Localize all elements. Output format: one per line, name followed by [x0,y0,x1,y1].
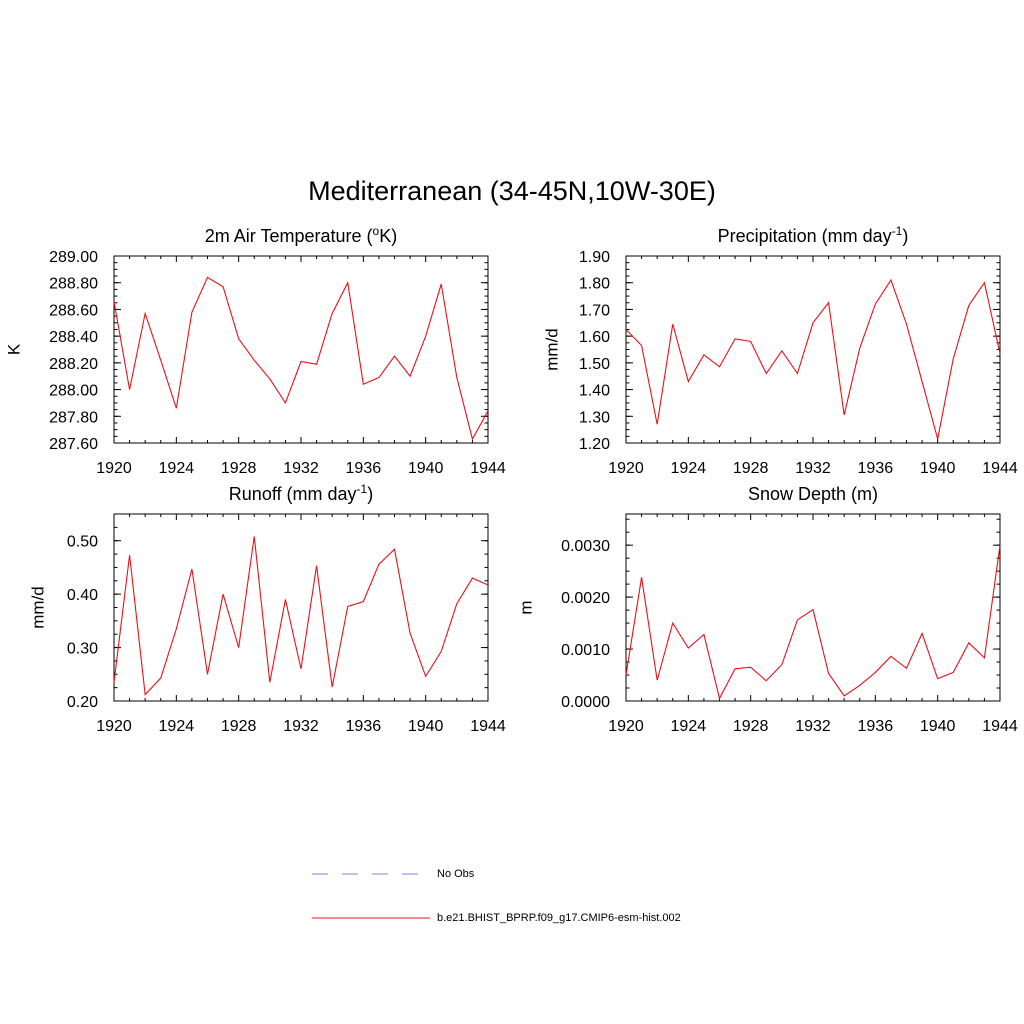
x-tick-label-snow-depth: 1944 [982,718,1018,735]
x-tick-label-air-temperature: 1928 [221,460,257,477]
y-tick-label-snow-depth: 0.0010 [561,642,610,659]
x-tick-label-precipitation: 1928 [733,460,769,477]
y-tick-label-precipitation: 1.40 [579,383,610,400]
y-tick-label-precipitation: 1.30 [579,409,610,426]
y-tick-label-snow-depth: 0.0030 [561,538,610,555]
x-tick-label-precipitation: 1920 [608,460,644,477]
y-tick-label-snow-depth: 0.0020 [561,590,610,607]
y-tick-label-air-temperature: 287.80 [49,409,98,426]
x-tick-label-air-temperature: 1920 [96,460,132,477]
x-tick-label-snow-depth: 1928 [733,718,769,735]
y-tick-label-air-temperature: 288.60 [49,302,98,319]
x-tick-label-snow-depth: 1920 [608,718,644,735]
y-tick-label-air-temperature: 288.40 [49,329,98,346]
legend-label-no-obs: No Obs [437,868,475,880]
y-tick-label-precipitation: 1.60 [579,329,610,346]
panel-title-precipitation: Precipitation (mm day-1) [718,224,909,246]
y-tick-label-precipitation: 1.90 [579,249,610,266]
y-tick-label-air-temperature: 288.00 [49,383,98,400]
panel-air-temperature: 1920 1924 1928 1932 1936 1940 1944 287.60 287.80… [5,224,506,477]
x-tick-label-runoff: 1940 [408,718,444,735]
plot-frame-air-temperature [113,255,489,444]
y-tick-label-runoff: 0.20 [67,694,98,711]
y-tick-label-precipitation: 1.50 [579,356,610,373]
x-tick-label-precipitation: 1936 [858,460,894,477]
x-tick-label-air-temperature: 1940 [408,460,444,477]
series-line-snow-depth [625,545,1001,700]
x-tick-label-precipitation: 1944 [982,460,1018,477]
x-tick-label-precipitation: 1924 [671,460,707,477]
x-tick-label-snow-depth: 1932 [795,718,831,735]
y-axis-label-runoff: mm/d [29,586,48,629]
panel-title-air-temperature: 2m Air Temperature (oK) [205,224,397,246]
y-tick-label-precipitation: 1.20 [579,436,610,453]
x-tick-label-air-temperature: 1936 [346,460,382,477]
legend: No Obs b.e21.BHIST_BPRP.f09_g17.CMIP6-es… [312,868,681,924]
y-axis-label-precipitation: mm/d [543,328,562,371]
y-tick-label-air-temperature: 288.80 [49,276,98,293]
x-tick-label-precipitation: 1940 [920,460,956,477]
x-tick-label-runoff: 1924 [159,718,195,735]
y-tick-label-air-temperature: 287.60 [49,436,98,453]
panel-snow-depth: 1920 1924 1928 1932 1936 1940 1944 0.0000 0.0010… [517,484,1018,735]
x-tick-label-runoff: 1936 [346,718,382,735]
x-tick-label-snow-depth: 1936 [858,718,894,735]
panel-precipitation: 1920 1924 1928 1932 1936 1940 1944 1.20 1.30 1.40… [543,224,1018,477]
x-tick-label-air-temperature: 1924 [159,460,195,477]
y-tick-label-air-temperature: 289.00 [49,249,98,266]
legend-label-model-run: b.e21.BHIST_BPRP.f09_g17.CMIP6-esm-hist.… [437,912,681,924]
y-tick-label-runoff: 0.40 [67,587,98,604]
series-line-runoff [113,536,489,696]
panel-title-runoff: Runoff (mm day-1) [229,482,373,504]
x-tick-label-precipitation: 1932 [795,460,831,477]
series-line-air-temperature [113,276,489,441]
figure-title: Mediterranean (34-45N,10W-30E) [308,176,716,206]
x-tick-label-air-temperature: 1932 [283,460,319,477]
y-axis-label-snow-depth: m [517,600,536,614]
plot-frame-snow-depth [625,513,1001,702]
plot-frame-runoff [113,513,489,702]
y-tick-label-precipitation: 1.70 [579,302,610,319]
series-line-precipitation [625,278,1001,440]
x-tick-label-air-temperature: 1944 [470,460,506,477]
x-tick-label-runoff: 1928 [221,718,257,735]
x-tick-label-runoff: 1944 [470,718,506,735]
y-tick-label-snow-depth: 0.0000 [561,694,610,711]
x-tick-label-snow-depth: 1924 [671,718,707,735]
y-axis-label-air-temperature: K [5,343,24,355]
x-tick-label-runoff: 1920 [96,718,132,735]
panel-title-snow-depth: Snow Depth (m) [748,484,878,504]
panel-runoff: 1920 1924 1928 1932 1936 1940 1944 0.20 0.30 0.40… [29,482,506,735]
y-tick-label-runoff: 0.30 [67,641,98,658]
y-tick-label-precipitation: 1.80 [579,276,610,293]
x-tick-label-snow-depth: 1940 [920,718,956,735]
y-tick-label-air-temperature: 288.20 [49,356,98,373]
y-tick-label-runoff: 0.50 [67,534,98,551]
x-tick-label-runoff: 1932 [283,718,319,735]
plot-frame-precipitation [625,255,1001,444]
